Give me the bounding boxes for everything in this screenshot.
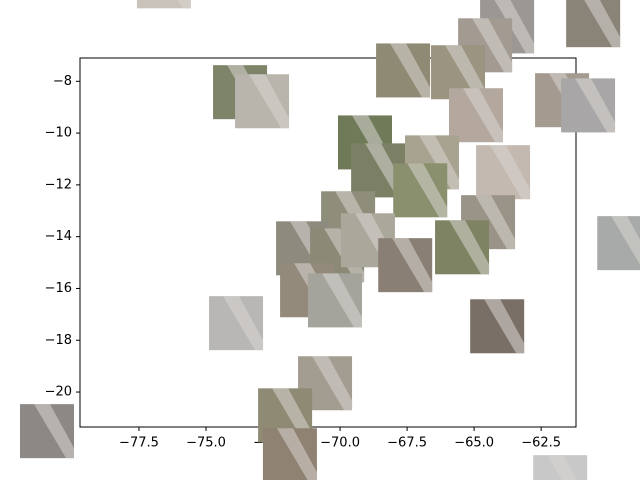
y-tick-label: −8 (53, 74, 72, 89)
image-thumbnail (209, 296, 264, 351)
x-tick-label: −70.0 (320, 436, 360, 451)
axes-frame (79, 57, 577, 428)
x-tick-label: −65.0 (454, 436, 494, 451)
thumbnail-texture (445, 45, 486, 100)
y-tick-label: −14 (45, 229, 72, 244)
ticks: −77.5−75.0−72.5−70.0−67.5−65.0−62.5−8−10… (45, 74, 562, 451)
thumbnails (20, 0, 640, 480)
y-tick-label: −10 (45, 126, 72, 141)
thumbnail-texture (312, 356, 353, 411)
image-thumbnail (566, 0, 621, 48)
thumbnail-texture (276, 428, 317, 480)
image-thumbnail (448, 88, 503, 143)
thumbnail-texture (462, 88, 503, 143)
image-thumbnail (435, 220, 490, 275)
thumbnail-texture (475, 195, 516, 250)
thumbnail-texture (407, 163, 448, 218)
thumbnail-texture (249, 74, 290, 129)
thumbnail-texture (419, 135, 460, 190)
image-thumbnail (20, 404, 75, 459)
thumbnail-texture (494, 0, 535, 54)
y-tick-label: −20 (45, 385, 72, 400)
y-tick-label: −16 (45, 281, 72, 296)
y-tick-label: −18 (45, 333, 72, 348)
image-thumbnail (235, 74, 290, 129)
thumbnail-texture (547, 455, 577, 480)
x-tick-label: −75.0 (186, 436, 226, 451)
thumbnail-texture (223, 296, 264, 351)
thumbnail-texture (611, 216, 640, 265)
thumbnail-texture (449, 220, 490, 275)
thumbnail-texture (484, 299, 525, 354)
image-thumbnail (378, 238, 433, 293)
image-thumbnail (307, 273, 362, 328)
x-tick-label: −67.5 (387, 436, 427, 451)
thumbnail-texture (177, 0, 191, 9)
thumbnail-texture (390, 43, 431, 98)
thumbnail-texture (472, 18, 513, 73)
image-thumbnail (476, 145, 531, 200)
thumbnail-texture (34, 404, 75, 459)
image-thumbnail (393, 163, 448, 218)
image-thumbnail (533, 455, 588, 480)
image-thumbnail (262, 428, 317, 480)
image-thumbnail (136, 0, 191, 9)
thumbnail-texture (321, 273, 362, 328)
image-thumbnail (298, 356, 353, 411)
image-thumbnail (561, 78, 616, 133)
thumbnail-fill (136, 0, 191, 9)
thumbnail-texture (490, 145, 531, 200)
y-tick-label: −12 (45, 177, 72, 192)
thumbnail-texture (575, 78, 616, 133)
image-thumbnail (597, 216, 640, 271)
image-thumbnail (376, 43, 431, 98)
image-thumbnail (470, 299, 525, 354)
x-tick-label: −77.5 (119, 436, 159, 451)
x-tick-label: −62.5 (521, 436, 561, 451)
thumbnail-texture (584, 0, 621, 48)
thumbnail-texture (392, 238, 433, 293)
